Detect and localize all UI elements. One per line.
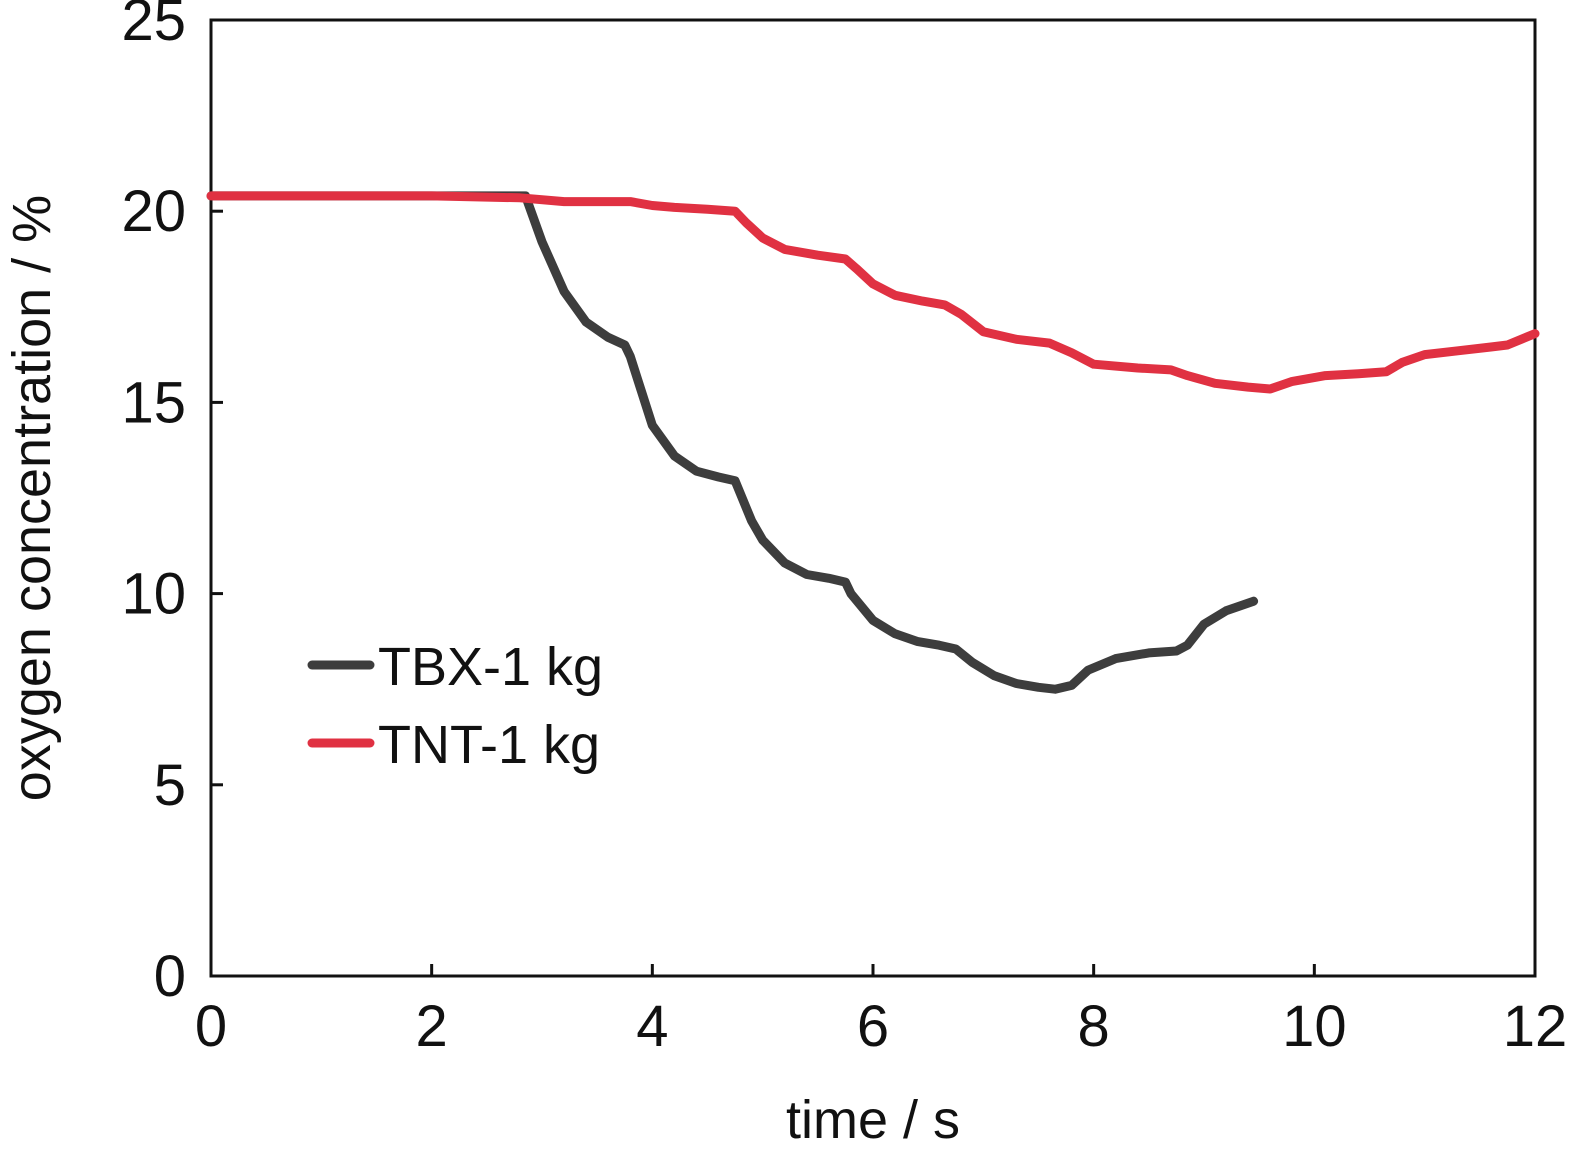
plot-frame xyxy=(209,18,1537,978)
x-tick-label: 4 xyxy=(636,994,668,1059)
y-tick-label: 0 xyxy=(154,944,186,1009)
series-line-tnt-1-kg xyxy=(206,191,1540,394)
legend-label: TBX-1 kg xyxy=(378,637,603,697)
plot-area xyxy=(209,18,1537,978)
y-tick-label: 10 xyxy=(121,562,186,627)
y-tick-label: 25 xyxy=(121,0,186,53)
y-axis: 0 5 10 15 20 25 xyxy=(121,0,223,1009)
y-tick-label: 5 xyxy=(154,753,186,818)
legend-label: TNT-1 kg xyxy=(378,715,600,775)
y-axis-title: oxygen concentration / % xyxy=(2,195,62,801)
x-tick-label: 12 xyxy=(1503,994,1568,1059)
x-axis-title: time / s xyxy=(786,1090,960,1150)
series-line-tbx-1-kg xyxy=(206,191,1259,694)
x-tick-label: 6 xyxy=(857,994,889,1059)
y-tick-label: 20 xyxy=(121,179,186,244)
legend: TBX-1 kg TNT-1 kg xyxy=(307,637,603,775)
x-tick-label: 2 xyxy=(416,994,448,1059)
x-tick-label: 8 xyxy=(1078,994,1110,1059)
x-axis: 0 2 4 6 8 10 12 xyxy=(195,964,1567,1059)
x-tick-label: 10 xyxy=(1282,994,1347,1059)
series-layer xyxy=(206,191,1540,694)
y-tick-label: 15 xyxy=(121,370,186,435)
x-tick-label: 0 xyxy=(195,994,227,1059)
